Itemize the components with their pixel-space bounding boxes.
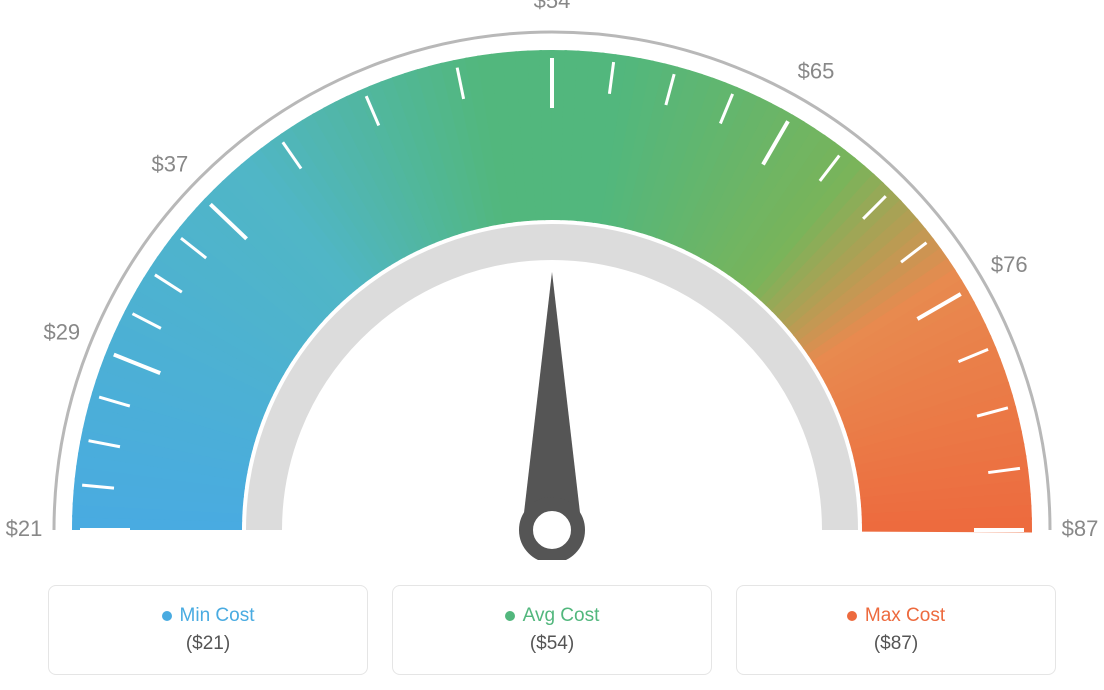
dot-icon xyxy=(162,611,172,621)
legend-min-value: ($21) xyxy=(186,633,230,655)
legend-min-label: Min Cost xyxy=(180,605,255,627)
tick-label: $76 xyxy=(991,252,1028,277)
legend-max-value: ($87) xyxy=(874,633,918,655)
gauge-svg: $21 $29 $37 $54 $65 $76 $87 xyxy=(0,0,1104,560)
legend-min: Min Cost ($21) xyxy=(48,585,368,675)
needle-hub xyxy=(526,504,578,556)
legend-avg-title: Avg Cost xyxy=(505,605,600,627)
legend-avg-label: Avg Cost xyxy=(523,605,600,627)
gauge-chart: $21 $29 $37 $54 $65 $76 $87 xyxy=(0,0,1104,560)
tick-label: $87 xyxy=(1062,516,1099,541)
tick-label: $37 xyxy=(152,151,189,176)
legend-row: Min Cost ($21) Avg Cost ($54) Max Cost (… xyxy=(0,585,1104,675)
dot-icon xyxy=(847,611,857,621)
legend-max-label: Max Cost xyxy=(865,605,945,627)
dot-icon xyxy=(505,611,515,621)
tick-label: $65 xyxy=(798,59,835,84)
tick-label: $29 xyxy=(43,320,80,345)
legend-avg-value: ($54) xyxy=(530,633,574,655)
legend-max-title: Max Cost xyxy=(847,605,945,627)
legend-avg: Avg Cost ($54) xyxy=(392,585,712,675)
legend-min-title: Min Cost xyxy=(162,605,255,627)
tick-label: $21 xyxy=(6,516,43,541)
legend-max: Max Cost ($87) xyxy=(736,585,1056,675)
tick-label: $54 xyxy=(534,0,571,13)
